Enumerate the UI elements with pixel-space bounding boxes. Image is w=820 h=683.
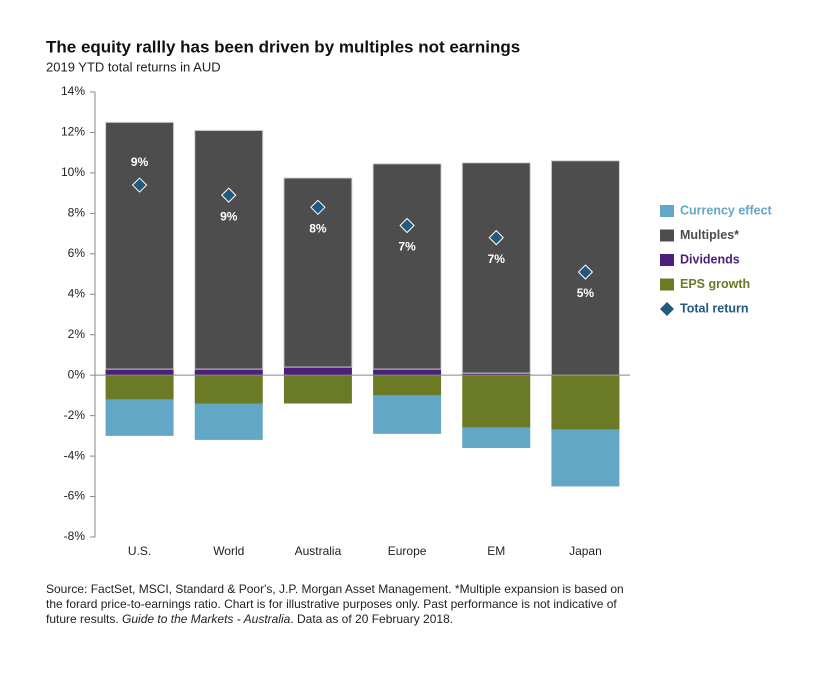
bar-segment [194,369,263,376]
y-tick-label: 0% [68,367,86,381]
x-tick-label: Australia [295,544,342,558]
y-tick-label: 2% [68,327,86,341]
legend-label: Total return [680,301,749,315]
data-label: 9% [220,209,238,223]
y-tick-label: 14% [61,84,85,98]
x-tick-label: World [213,544,244,558]
bar-segment [373,395,442,434]
y-tick-label: 6% [68,246,86,260]
total-return-marker [488,229,504,246]
total-return-marker [399,217,415,234]
legend-label: Currency effect [680,203,773,217]
y-tick-label: 10% [61,165,85,179]
legend-swatch [660,229,674,242]
bar-segment [373,369,442,376]
legend-swatch [660,278,674,291]
y-tick-label: -6% [64,489,86,503]
data-label: 7% [398,240,416,254]
data-label: 7% [488,252,506,266]
x-tick-label: Japan [569,544,602,558]
bar-segment [551,375,620,430]
bar-segment [105,399,174,436]
legend-label: Multiples* [680,228,739,242]
legend-swatch [660,254,674,266]
bar-segment [461,162,531,374]
bar-segment [105,369,174,376]
y-tick-label: 8% [68,206,86,220]
bar-segment [194,129,264,370]
legend-swatch [660,302,674,316]
total-return-marker [221,187,237,203]
data-label: 9% [131,155,149,169]
bar-segment [373,375,442,396]
y-tick-label: 12% [61,125,85,139]
x-tick-label: U.S. [128,544,151,558]
legend-swatch [660,205,674,217]
bar-segment [462,375,531,428]
footnote: Source: FactSet, MSCI, Standard & Poor's… [46,582,636,627]
note-italic: Guide to the Markets - Australia [122,612,291,626]
x-tick-label: Europe [388,544,427,558]
total-return-marker [310,199,326,216]
bar-segment [283,375,352,404]
y-tick-label: -2% [64,408,86,422]
legend-label: Dividends [680,252,740,266]
data-label: 5% [577,286,595,300]
chart-title: The equity rallly has been driven by mul… [46,37,520,56]
bar-segment [194,375,263,404]
bar-segment [462,427,531,448]
total-return-marker [131,177,148,193]
data-label: 8% [309,221,327,235]
legend-label: EPS growth [680,277,750,291]
bar-segment [372,163,442,370]
y-tick-label: -4% [64,448,86,462]
bar-segment [283,367,352,376]
x-tick-label: EM [487,544,505,558]
bar-segment [105,121,175,370]
bar-segment [105,375,174,400]
note-text: Source: FactSet, MSCI, Standard & Poor's… [46,582,624,626]
bar-segment [194,403,263,440]
y-tick-label: -8% [64,529,86,543]
note-text: . Data as of 20 February 2018. [290,612,454,626]
chart-subtitle: 2019 YTD total returns in AUD [46,59,221,74]
y-tick-label: 4% [68,286,86,300]
bar-segment [551,429,620,487]
bar-segment [462,373,531,376]
total-return-marker [577,264,594,280]
